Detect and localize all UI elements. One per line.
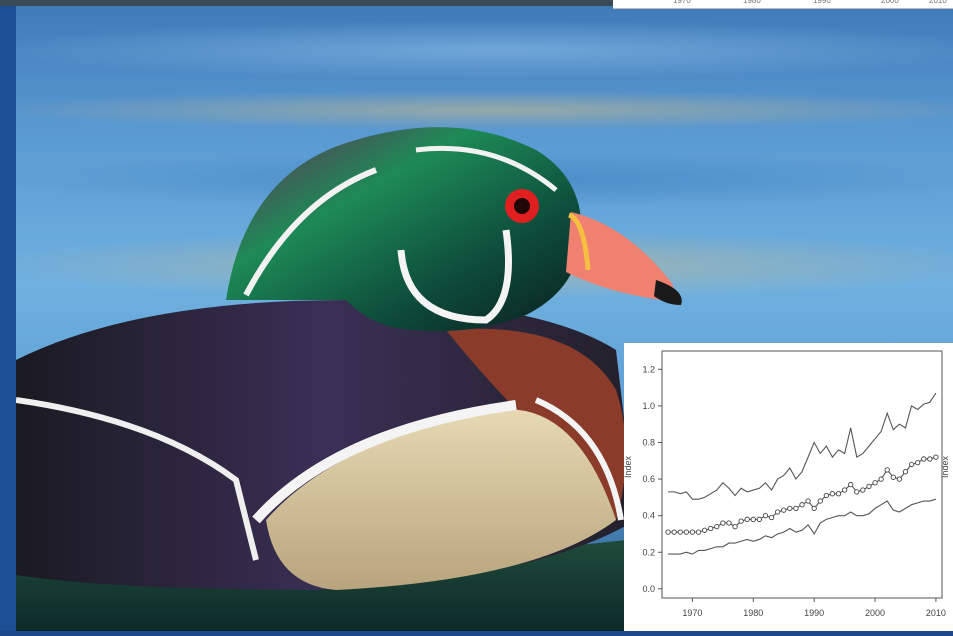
data-point — [768, 514, 775, 521]
y-tick-label: 0.8 — [642, 437, 655, 447]
data-point — [890, 474, 896, 480]
data-point — [860, 487, 866, 493]
duck-photo — [16, 0, 953, 631]
data-point — [762, 513, 769, 519]
duck-illustration — [16, 127, 682, 631]
data-point — [665, 529, 671, 535]
data-point — [738, 518, 744, 524]
data-point — [720, 520, 726, 526]
x-tick-label: 2000 — [865, 608, 885, 618]
data-point — [841, 487, 848, 493]
thumb-tick: 2010 — [929, 0, 947, 5]
data-point — [683, 529, 689, 535]
data-point — [805, 498, 811, 504]
duck-bill — [566, 212, 675, 300]
data-point — [793, 505, 799, 511]
data-point — [902, 469, 909, 475]
data-point — [781, 507, 787, 513]
duck-flank — [266, 409, 616, 590]
y-tick-label: 0.4 — [642, 511, 655, 521]
data-point — [908, 461, 915, 468]
right-axis-label: Index — [940, 455, 950, 478]
data-point — [915, 459, 921, 466]
index-chart: 0.0 0.2 0.4 0.6 0.8 1.0 1.2 1970 1980 1990 2000 201… — [623, 343, 953, 631]
y-tick-label: 0.6 — [642, 474, 655, 484]
x-tick-label: 1980 — [743, 608, 763, 618]
y-axis-label: Index — [624, 455, 633, 478]
data-point — [933, 454, 939, 460]
x-tick-label: 1970 — [682, 608, 702, 618]
data-point — [872, 480, 878, 486]
thumb-tick: 2000 — [881, 0, 899, 5]
data-point — [884, 467, 890, 473]
data-point — [921, 456, 927, 462]
data-point — [750, 516, 756, 522]
data-point — [829, 491, 836, 497]
thumb-tick: 1970 — [673, 0, 691, 5]
top-photo-strip — [0, 0, 953, 6]
data-point — [708, 525, 714, 532]
thumb-tick: 1980 — [743, 0, 761, 5]
data-point — [787, 505, 793, 511]
head-stripe — [243, 167, 378, 297]
y-tick-label: 1.2 — [642, 364, 655, 374]
data-point — [835, 491, 842, 497]
series-line-3 — [668, 498, 937, 555]
data-point — [677, 529, 683, 535]
data-point — [848, 481, 854, 488]
bill-tip — [654, 280, 682, 305]
x-tick-label: 2010 — [926, 608, 946, 618]
data-point — [756, 516, 763, 522]
data-point — [927, 456, 933, 462]
data-point — [714, 523, 720, 530]
y-tick-label: 1.0 — [642, 401, 655, 411]
data-point — [695, 529, 702, 535]
water-ripple — [16, 20, 953, 80]
thumb-tick: 1990 — [813, 0, 831, 5]
duck-head — [226, 127, 582, 331]
data-point — [799, 502, 805, 508]
data-point — [732, 523, 738, 530]
data-point — [744, 516, 750, 522]
data-point — [878, 476, 884, 482]
data-point — [671, 529, 677, 535]
data-point — [775, 509, 781, 515]
flank-stripe — [252, 400, 517, 524]
y-tick-label: 0.2 — [642, 547, 655, 557]
chart-canvas: 0.0 0.2 0.4 0.6 0.8 1.0 1.2 1970 1980 1990 2000 201… — [623, 350, 950, 618]
data-point — [854, 489, 860, 495]
data-point — [701, 527, 708, 533]
water-ripple — [16, 90, 953, 130]
series-line-1 — [668, 392, 937, 500]
data-point — [866, 483, 872, 490]
data-point — [811, 505, 817, 511]
wing-stripe — [16, 397, 259, 561]
throat-patch — [397, 229, 512, 324]
chart-thumbnail-top: 1970 1980 1990 2000 2010 — [613, 0, 953, 9]
data-point — [689, 529, 696, 535]
data-point — [817, 498, 823, 504]
data-point — [726, 520, 732, 526]
plot-frame — [661, 350, 943, 599]
duck-eye — [514, 198, 530, 214]
bill-base — [567, 212, 591, 271]
crest-stripe — [415, 145, 558, 192]
data-point — [896, 476, 903, 482]
x-tick-label: 1990 — [804, 608, 824, 618]
chest-stripe — [534, 397, 624, 521]
data-point — [823, 492, 829, 499]
y-tick-label: 0.0 — [642, 584, 655, 594]
